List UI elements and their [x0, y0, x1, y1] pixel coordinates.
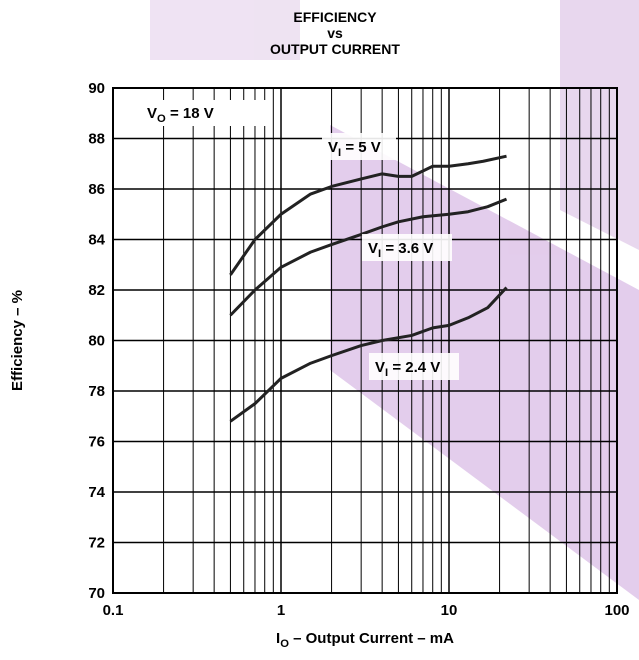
annotation-main: V [147, 105, 157, 122]
x-axis-label-sub: O [280, 638, 289, 650]
x-axis-label-main: I [276, 630, 280, 647]
series-label-main: V [328, 139, 338, 156]
series-label-bg [369, 353, 459, 380]
plot-border [112, 87, 618, 594]
x-axis-label: IO – Output Current – mA [276, 630, 454, 650]
y-tick-label: 90 [88, 80, 105, 97]
line [229, 197, 508, 317]
series-label: VI = 2.4 V [375, 359, 440, 379]
annotation-bg [142, 100, 267, 126]
series-label-bg [322, 133, 396, 160]
watermark-band [150, 0, 300, 60]
y-axis-label: Efficiency – % [9, 290, 26, 391]
x-tick-label: 10 [441, 602, 458, 619]
y-tick-label: 76 [88, 434, 105, 451]
series-label-sub: I [385, 367, 388, 379]
x-axis-label-rest: – Output Current – mA [289, 630, 454, 647]
series-label-rest: = 2.4 V [388, 359, 440, 376]
series-label-rest: = 5 V [341, 139, 381, 156]
chart-title: vs [327, 25, 343, 41]
series-label-main: V [375, 359, 385, 376]
x-tick-label: 100 [604, 602, 629, 619]
series-label-main: V [368, 240, 378, 257]
y-tick-label: 82 [88, 282, 105, 299]
watermark-band [560, 0, 639, 250]
x-tick-label: 0.1 [103, 602, 124, 619]
y-tick-label: 88 [88, 131, 105, 148]
y-tick-label: 80 [88, 333, 105, 350]
y-tick-label: 70 [88, 585, 105, 602]
y-tick-label: 78 [88, 383, 105, 400]
series-label-sub: I [338, 147, 341, 159]
y-tick-label: 74 [88, 484, 105, 501]
annotation-rest: = 18 V [166, 105, 214, 122]
y-tick-label: 86 [88, 181, 105, 198]
line [229, 154, 507, 276]
series-label-rest: = 3.6 V [381, 240, 433, 257]
series-label-bg [362, 234, 452, 261]
chart-title: OUTPUT CURRENT [270, 41, 400, 57]
y-tick-label: 72 [88, 535, 105, 552]
x-tick-label: 1 [277, 602, 285, 619]
chart-title: EFFICIENCY [293, 9, 377, 25]
series-label: VI = 3.6 V [368, 240, 433, 260]
y-tick-label: 84 [88, 232, 105, 249]
line [229, 286, 508, 423]
annotation: VO = 18 V [147, 105, 214, 125]
annotation-sub: O [157, 113, 166, 125]
series-label-sub: I [378, 248, 381, 260]
series-label: VI = 5 V [328, 139, 381, 159]
watermark [150, 0, 639, 600]
